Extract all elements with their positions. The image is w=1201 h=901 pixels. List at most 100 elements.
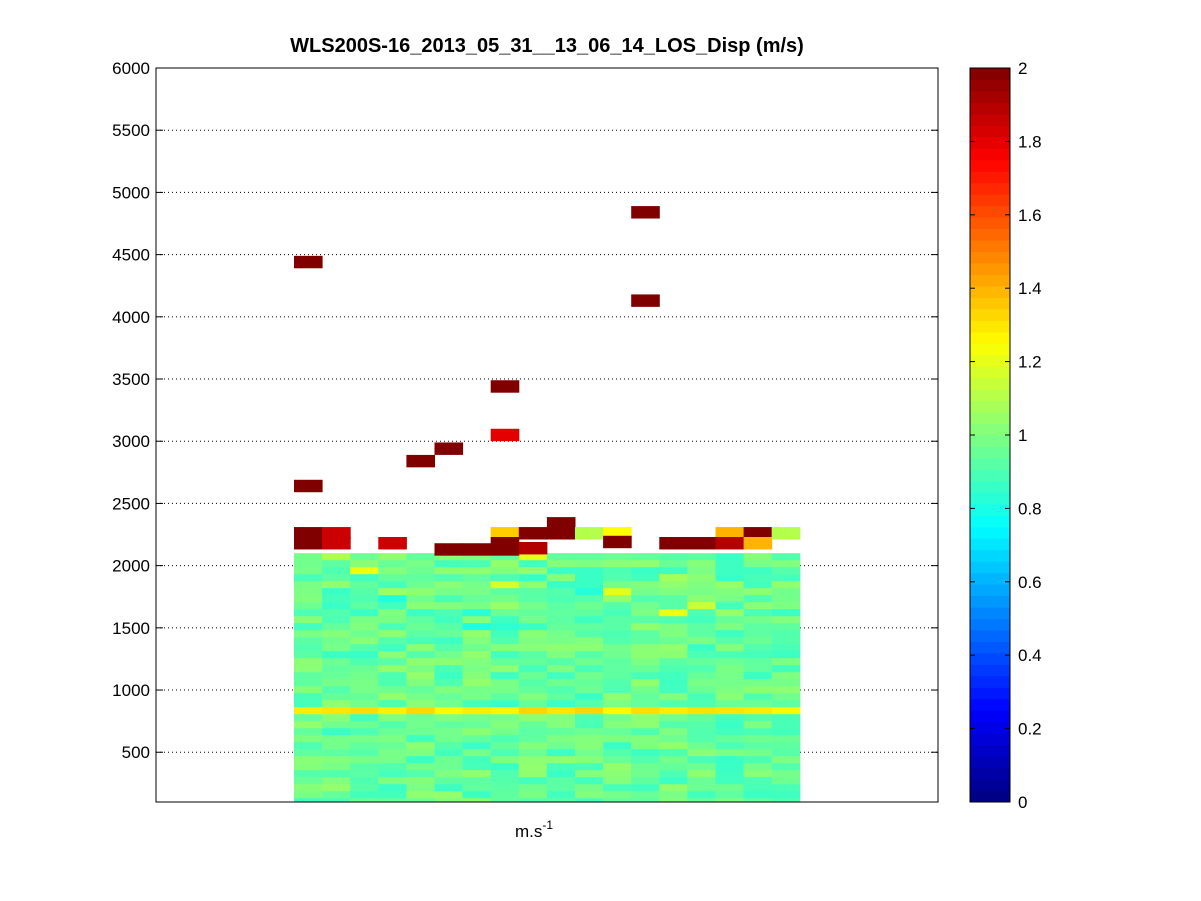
heatmap-point <box>546 517 576 530</box>
heatmap-cell <box>631 777 660 785</box>
heatmap-cell <box>546 630 576 638</box>
heatmap-cell <box>518 637 548 645</box>
heatmap-cell <box>715 679 745 687</box>
heatmap-cell <box>603 777 632 785</box>
heatmap-cell <box>546 672 576 680</box>
colorbar-segment <box>970 331 1010 344</box>
heatmap-cell <box>687 588 716 596</box>
y-tick-label: 2000 <box>112 557 150 576</box>
heatmap-cell <box>743 574 773 582</box>
heatmap-cell <box>378 784 407 792</box>
heatmap-cell <box>546 567 576 575</box>
heatmap-cell <box>575 644 604 652</box>
heatmap-cell <box>687 630 716 638</box>
heatmap-cell <box>518 714 548 722</box>
heatmap-cell <box>631 679 660 687</box>
heatmap-cell <box>462 665 492 673</box>
heatmap-cell <box>518 574 548 582</box>
heatmap-cell <box>518 609 548 617</box>
heatmap-cell <box>771 609 801 617</box>
heatmap-cell <box>294 728 323 736</box>
colorbar-segment <box>970 664 1010 677</box>
heatmap-cell <box>294 623 323 631</box>
heatmap-cell <box>715 749 745 757</box>
heatmap-cell <box>631 791 660 799</box>
heatmap-cell <box>575 742 604 750</box>
heatmap-cell <box>715 630 745 638</box>
heatmap-cell <box>322 742 351 750</box>
heatmap-cell <box>631 742 660 750</box>
heatmap-cell <box>406 679 435 687</box>
heatmap-cell <box>771 777 801 785</box>
heatmap-cell <box>743 553 773 561</box>
colorbar-segment <box>970 790 1010 803</box>
colorbar-segment <box>970 400 1010 413</box>
colorbar-segment <box>970 480 1010 493</box>
heatmap-cell <box>490 679 520 687</box>
heatmap-cell <box>603 735 632 743</box>
heatmap-cell <box>378 630 407 638</box>
heatmap-cell <box>743 581 773 589</box>
heatmap-cell <box>687 707 716 715</box>
heatmap-cell <box>743 567 773 575</box>
heatmap-cell <box>743 672 773 680</box>
heatmap-cell <box>743 784 773 792</box>
heatmap-cell <box>575 735 604 743</box>
heatmap-cell <box>771 665 801 673</box>
heatmap-cell <box>490 735 520 743</box>
heatmap-cell <box>462 686 492 694</box>
heatmap-cell <box>294 665 323 673</box>
heatmap-cell <box>350 637 379 645</box>
colorbar-segment <box>970 182 1010 195</box>
heatmap-cell <box>378 693 407 701</box>
heatmap-cell <box>350 588 379 596</box>
heatmap-cell <box>378 749 407 757</box>
heatmap-cell <box>406 623 435 631</box>
heatmap-cell <box>771 644 801 652</box>
heatmap-cell <box>434 609 464 617</box>
heatmap-cell <box>546 749 576 757</box>
heatmap-cell <box>687 686 716 694</box>
heatmap-cell <box>518 777 548 785</box>
heatmap-cell <box>715 728 745 736</box>
heatmap-point <box>687 537 716 550</box>
heatmap-cell <box>406 798 435 802</box>
heatmap-cell <box>406 616 435 624</box>
heatmap-cell <box>490 777 520 785</box>
chart-title: WLS200S-16_2013_05_31__13_06_14_LOS_Disp… <box>290 35 804 57</box>
heatmap-cell <box>575 602 604 610</box>
heatmap-cell <box>490 602 520 610</box>
heatmap-cell <box>294 651 323 659</box>
colorbar-segment <box>970 366 1010 379</box>
heatmap-cell <box>378 560 407 568</box>
y-tick-label: 1000 <box>112 681 150 700</box>
heatmap-cell <box>406 630 435 638</box>
heatmap-cell <box>490 798 520 802</box>
heatmap-cell <box>603 749 632 757</box>
heatmap-cell <box>575 686 604 694</box>
heatmap-cell <box>490 770 520 778</box>
heatmap-cell <box>518 700 548 708</box>
colorbar-segment <box>970 744 1010 757</box>
heatmap-cell <box>546 784 576 792</box>
heatmap-cell <box>631 770 660 778</box>
heatmap-cell <box>462 588 492 596</box>
heatmap-cell <box>406 791 435 799</box>
heatmap-cell <box>659 553 688 561</box>
heatmap-cell <box>490 700 520 708</box>
heatmap-cell <box>322 651 351 659</box>
heatmap-cell <box>406 742 435 750</box>
heatmap-cell <box>631 658 660 666</box>
heatmap-cell <box>322 630 351 638</box>
heatmap-cell <box>575 693 604 701</box>
heatmap-cell <box>462 630 492 638</box>
heatmap-cell <box>294 742 323 750</box>
heatmap-cell <box>715 602 745 610</box>
heatmap-cell <box>322 658 351 666</box>
heatmap-point <box>406 454 435 468</box>
heatmap-point <box>294 255 323 269</box>
heatmap-cell <box>659 728 688 736</box>
heatmap-cell <box>434 574 464 582</box>
heatmap-cell <box>518 763 548 771</box>
heatmap-cell <box>687 658 716 666</box>
